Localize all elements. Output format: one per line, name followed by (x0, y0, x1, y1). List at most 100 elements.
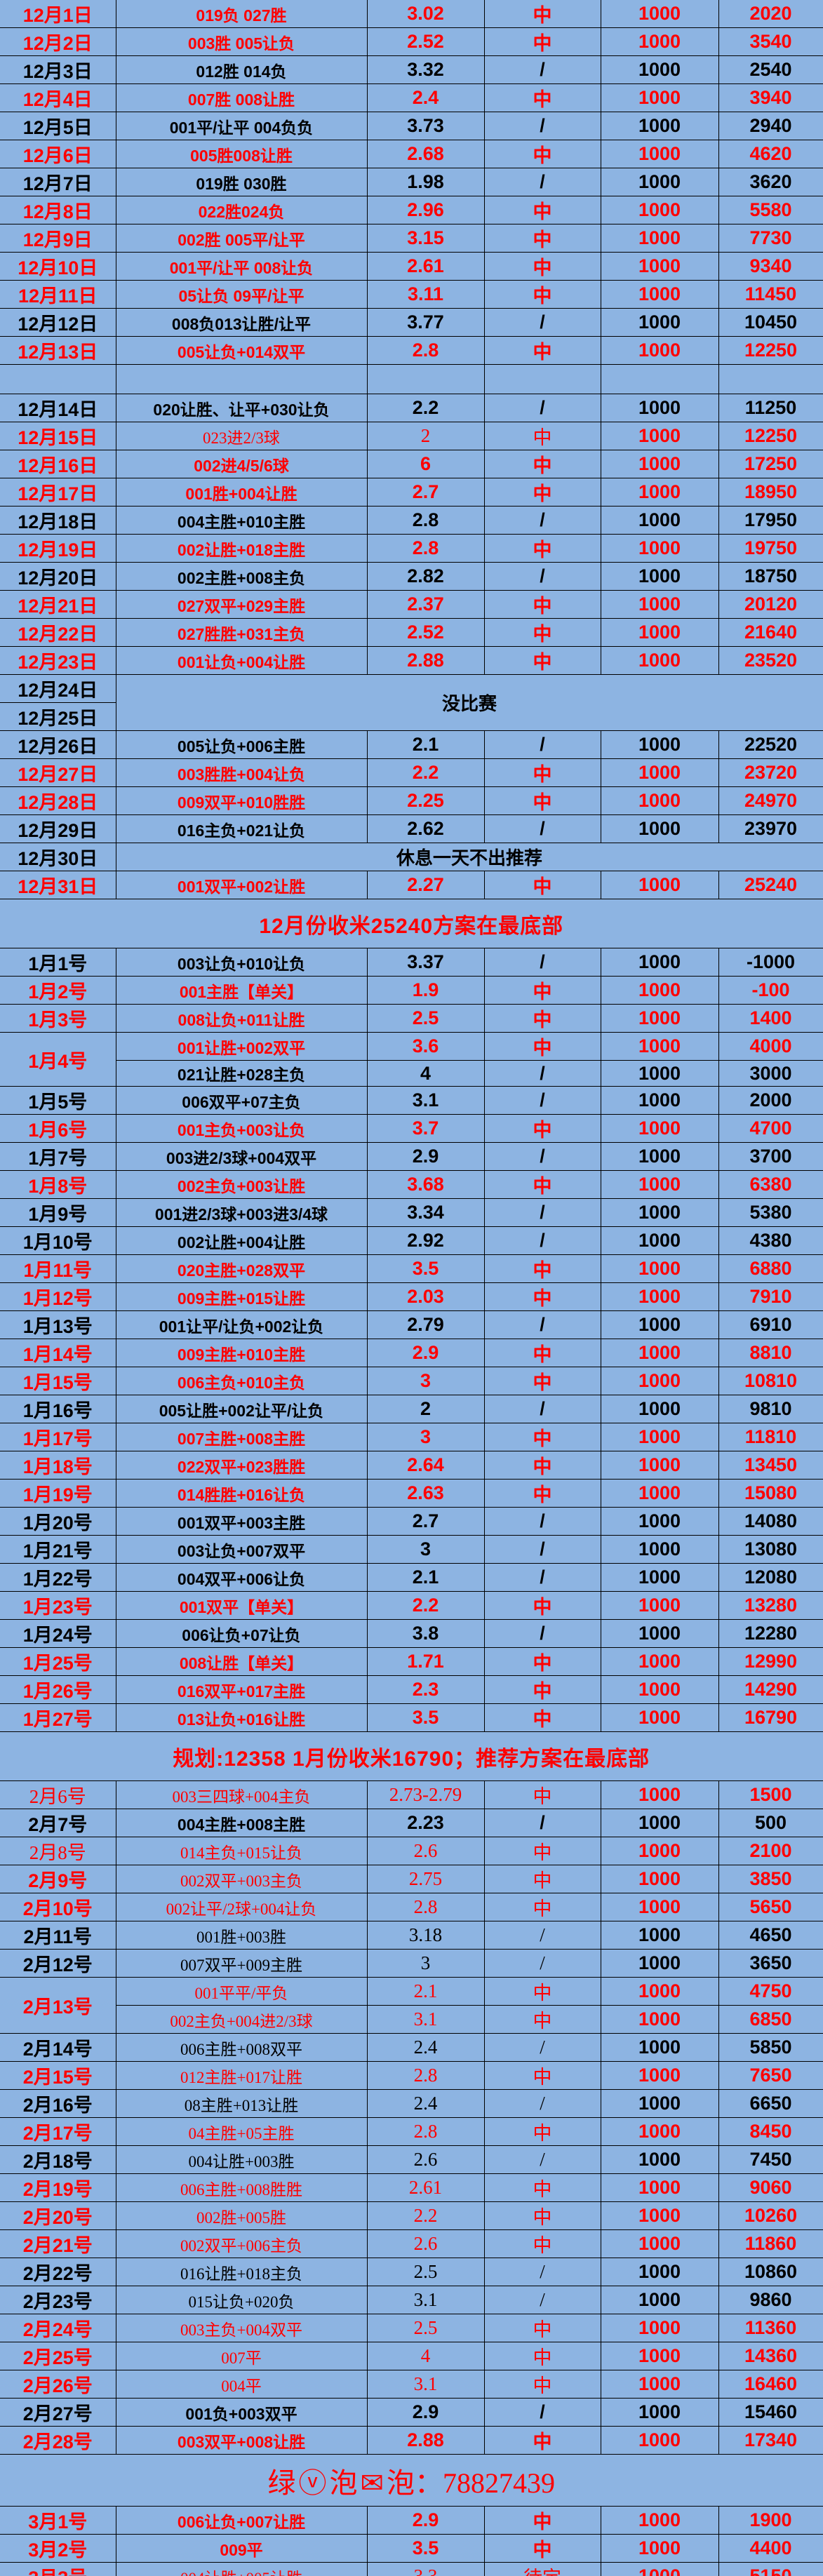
picks-cell: 003让负+010让负 (115, 948, 368, 977)
picks-cell: 027胜胜+031主负 (115, 618, 368, 647)
date-cell: 12月27日 (0, 758, 116, 787)
stake-cell: 1000 (600, 1675, 719, 1704)
result-cell: / (483, 1949, 601, 1978)
picks-cell: 015让负+020负 (115, 2286, 368, 2314)
empty-cell (600, 364, 719, 394)
table-row: 2月17号 04主胜+05主胜 2.8 中 1000 8450 (0, 2117, 823, 2146)
table-row: 2月21号 002双平+006主负 2.6 中 1000 11860 (0, 2229, 823, 2258)
date-cell: 1月4号 (0, 1032, 116, 1087)
profit-cell: 3540 (718, 27, 823, 56)
table-row: 1月2号 001主胜【单关】 1.9 中 1000 -100 (0, 976, 823, 1005)
result-cell: / (483, 2033, 601, 2062)
table-row: 1月9号 001进2/3球+003进3/4球 3.34/1000 5380 (0, 1198, 823, 1227)
profit-cell: 4400 (718, 2534, 823, 2563)
table-row: 12月16日 002进4/5/6球 6 中 1000 17250 (0, 450, 823, 478)
stake-cell: 1000 (600, 1865, 719, 1893)
stake-cell: 1000 (600, 1479, 719, 1508)
empty-cell (718, 364, 823, 394)
date-cell: 1月25号 (0, 1647, 116, 1676)
date-cell: 2月16号 (0, 2089, 116, 2118)
picks-cell: 012主胜+017让胜 (115, 2061, 368, 2090)
profit-cell: 5150 (718, 2562, 823, 2576)
table-row: 12月23日 001让负+004让胜 2.88 中 1000 23520 (0, 646, 823, 675)
profit-cell: 13080 (718, 1535, 823, 1564)
profit-cell: 23520 (718, 646, 823, 675)
result-cell: 中 (483, 2426, 601, 2455)
contact-text: 泡：78827439 (387, 2467, 555, 2499)
result-cell: / (483, 1086, 601, 1115)
odds-cell: 2.5 (366, 2258, 485, 2286)
picks-cell: 001平/让平 004负负 (115, 112, 368, 140)
odds-cell: 3.11 (366, 280, 485, 309)
stake-cell: 1000 (600, 1949, 719, 1978)
date-cell: 12月22日 (0, 618, 116, 647)
date-cell: 12月30日 (0, 843, 116, 871)
table-row: 12月22日 027胜胜+031主负 2.52 中 1000 21640 (0, 618, 823, 647)
stake-cell: 1000 (600, 814, 719, 843)
odds-cell: 2 (366, 1395, 485, 1423)
stake-cell: 1000 (600, 1395, 719, 1423)
date-cell: 2月25号 (0, 2342, 116, 2370)
result-cell: 中 (483, 1282, 601, 1311)
odds-cell: 3.1 (366, 2370, 485, 2399)
result-cell: 中 (483, 1451, 601, 1480)
profit-cell: 11810 (718, 1423, 823, 1451)
date-cell: 2月13号 (0, 1977, 116, 2034)
result-cell: 中 (483, 450, 601, 478)
odds-cell: 3.3 (366, 2562, 485, 2576)
picks-cell: 006主负+010主负 (115, 1367, 368, 1395)
table-row: 1月22号 004双平+006让负 2.1/1000 12080 (0, 1563, 823, 1592)
table-row: 3月2号 009平 3.5 中 1000 4400 (0, 2534, 823, 2563)
stake-cell: 1000 (600, 948, 719, 977)
table-row: 1月27号 013让负+016让胜 3.5 中 1000 16790 (0, 1703, 823, 1732)
date-cell: 2月21号 (0, 2229, 116, 2258)
stake-cell: 1000 (600, 1703, 719, 1732)
table-row: 12月18日 004主胜+010主胜 2.8/1000 17950 (0, 506, 823, 535)
odds-cell: 3.1 (366, 2286, 485, 2314)
date-cell: 2月23号 (0, 2286, 116, 2314)
stake-cell: 1000 (600, 1837, 719, 1865)
result-cell: / (483, 1921, 601, 1950)
profit-cell: 11360 (718, 2314, 823, 2342)
stake-cell: 1000 (600, 1893, 719, 1921)
result-cell: 中 (483, 2534, 601, 2563)
stake-cell: 1000 (600, 1563, 719, 1592)
stake-cell: 1000 (600, 1114, 719, 1143)
date-cell: 1月22号 (0, 1563, 116, 1592)
stake-cell: 1000 (600, 1809, 719, 1837)
profit-cell: 9810 (718, 1395, 823, 1423)
date-cell: 1月6号 (0, 1114, 116, 1143)
table-row: 2月10号 002让平/2球+004让负 2.8 中 1000 5650 (0, 1893, 823, 1921)
profit-cell: 22520 (718, 730, 823, 759)
profit-cell: 21640 (718, 618, 823, 647)
date-cell: 2月12号 (0, 1949, 116, 1978)
odds-cell: 2.61 (366, 2173, 485, 2202)
odds-cell: 3.5 (366, 1254, 485, 1283)
picks-cell: 002主负+004进2/3球 (116, 2005, 368, 2034)
stake-cell: 1000 (600, 1282, 719, 1311)
profit-cell: 2100 (718, 1837, 823, 1865)
date-cell: 1月19号 (0, 1479, 116, 1508)
picks-cell: 001进2/3球+003进3/4球 (115, 1198, 368, 1227)
profit-cell: 14290 (718, 1675, 823, 1704)
profit-cell: 10260 (718, 2201, 823, 2230)
table-row: 12月31日 001双平+002让胜 2.27 中 1000 25240 (0, 871, 823, 899)
stake-cell: 1000 (600, 1647, 719, 1676)
odds-cell: 2.03 (366, 1282, 485, 1311)
result-cell: / (483, 55, 601, 84)
table-row: 1月19号 014胜胜+016让负 2.63 中 1000 15080 (0, 1479, 823, 1508)
profit-cell: 23720 (718, 758, 823, 787)
stake-cell: 1000 (600, 2005, 719, 2034)
odds-cell: 2.52 (366, 618, 485, 647)
result-cell: / (483, 394, 601, 422)
result-cell: 中 (483, 871, 601, 899)
picks-cell: 005让负+006主胜 (115, 730, 368, 759)
stake-cell: 1000 (600, 1032, 719, 1061)
profit-cell: 12280 (718, 1619, 823, 1648)
odds-cell: 2.1 (366, 1977, 485, 2006)
result-cell: 中 (483, 224, 601, 253)
picks-cell: 001让平/让负+002让负 (115, 1310, 368, 1339)
profit-cell: 8450 (718, 2117, 823, 2146)
